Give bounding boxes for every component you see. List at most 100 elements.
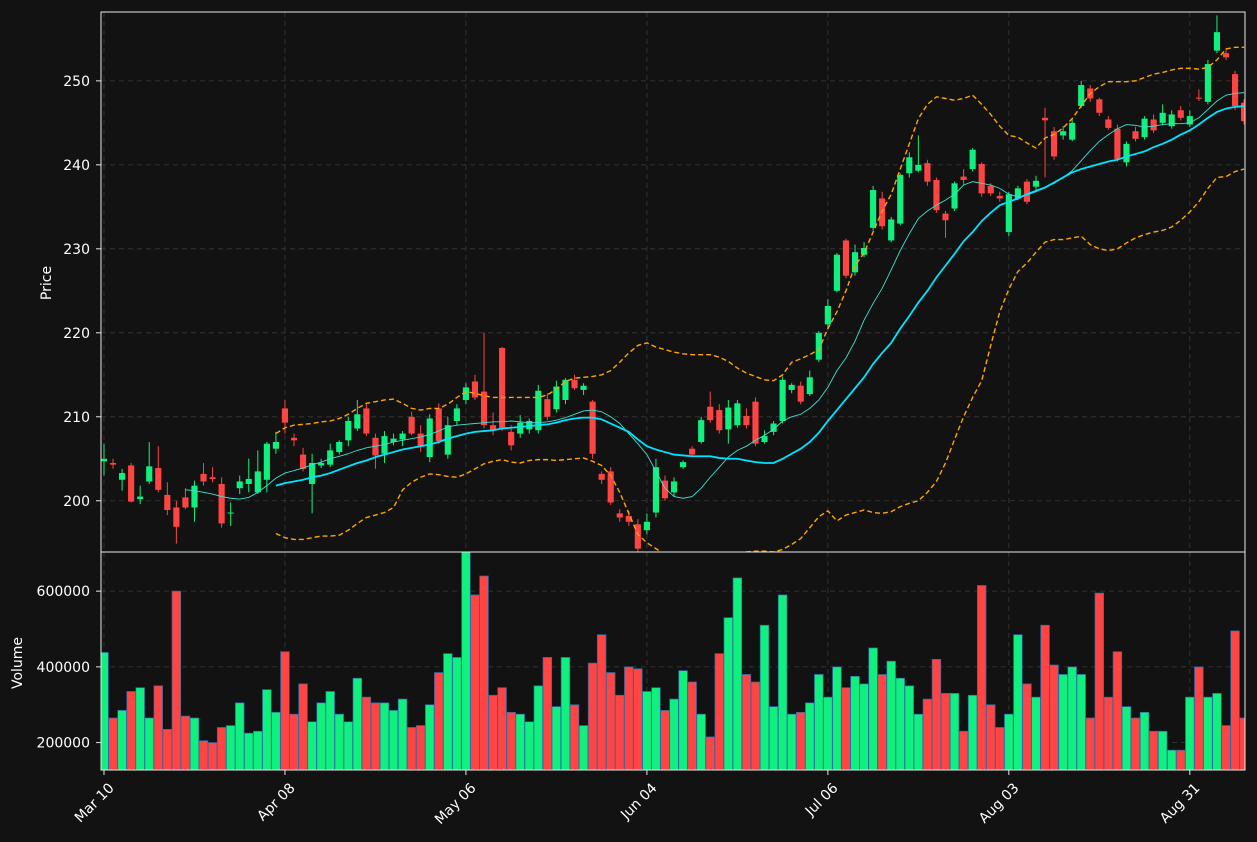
- volume-plot: [101, 552, 1245, 770]
- candle-body: [1078, 85, 1085, 107]
- candle-body: [236, 481, 243, 489]
- volume-bar: [850, 675, 860, 770]
- volume-frame: [100, 551, 1246, 771]
- candle-body: [318, 462, 325, 466]
- volume-bar: [434, 672, 444, 770]
- candle-body: [960, 176, 967, 180]
- volume-bar: [126, 691, 136, 770]
- volume-bar: [189, 717, 200, 770]
- volume-bar: [1167, 749, 1177, 770]
- volume-bar: [334, 713, 344, 770]
- volume-bar: [524, 721, 534, 770]
- volume-bar: [298, 683, 308, 770]
- indicator-line: [275, 46, 1245, 435]
- volume-bar: [1004, 713, 1014, 770]
- indicator-line: [275, 168, 1245, 552]
- candle-body: [942, 213, 949, 221]
- candle-body: [101, 458, 108, 462]
- candle-body: [417, 433, 424, 447]
- volume-bar: [397, 698, 408, 770]
- candle-body: [408, 416, 415, 434]
- candle-body: [209, 477, 216, 479]
- candle-body: [616, 513, 623, 518]
- candle-body: [1150, 119, 1157, 131]
- candle-body: [200, 473, 207, 482]
- volume-bar: [1103, 696, 1114, 770]
- candle-body: [164, 494, 171, 511]
- candle-body: [1032, 180, 1040, 187]
- volume-bar: [144, 717, 154, 770]
- volume-bar: [805, 702, 815, 770]
- y-tick-label: 250: [63, 74, 90, 90]
- volume-bar: [1203, 696, 1213, 770]
- candle-body: [263, 443, 270, 480]
- volume-bar: [425, 704, 435, 770]
- volume-bar: [542, 657, 553, 770]
- volume-bar: [470, 594, 480, 770]
- volume-bar: [587, 662, 598, 770]
- candle-body: [951, 183, 958, 209]
- volume-bar: [696, 713, 706, 770]
- volume-bar: [705, 736, 715, 770]
- volume-bar: [180, 715, 191, 770]
- candle-body: [598, 473, 605, 480]
- volume-bar: [904, 685, 914, 770]
- candle-body: [1195, 97, 1202, 99]
- candle-body: [725, 407, 732, 430]
- volume-bar: [687, 681, 697, 770]
- candle-body: [1132, 131, 1139, 139]
- volume-bar: [388, 710, 399, 770]
- volume-bar: [370, 702, 381, 770]
- volume-bar: [814, 674, 824, 770]
- candle-body: [815, 332, 822, 360]
- candle-body: [281, 408, 289, 423]
- volume-bar: [479, 575, 489, 770]
- volume-bar: [551, 706, 562, 770]
- candle-body: [544, 399, 551, 417]
- grid: [101, 12, 1245, 770]
- volume-bar: [1067, 666, 1077, 770]
- volume-bar: [506, 711, 516, 770]
- candle-body: [182, 497, 189, 508]
- volume-bar: [651, 687, 661, 770]
- volume-bar: [642, 691, 652, 770]
- candle-body: [128, 465, 135, 502]
- indicator-line: [275, 105, 1245, 487]
- candle-body: [788, 384, 795, 390]
- candle-body: [562, 379, 569, 400]
- candle-body: [969, 149, 976, 170]
- candle-body: [227, 512, 234, 514]
- volume-bar: [615, 694, 625, 770]
- y-tick-label: 230: [63, 242, 90, 258]
- candle-body: [978, 164, 985, 194]
- volume-bar: [895, 677, 905, 770]
- candle-body: [191, 485, 198, 508]
- candle-body: [1005, 194, 1012, 233]
- candle-body: [734, 403, 741, 426]
- candle-body: [399, 433, 406, 440]
- volume-bar: [271, 711, 281, 770]
- candle-body: [987, 185, 994, 194]
- volume-bar: [1049, 664, 1059, 770]
- candle-body: [779, 379, 786, 421]
- candle-body: [1023, 181, 1031, 202]
- candle-body: [327, 450, 334, 465]
- volume-bar: [325, 691, 335, 770]
- volume-bar: [976, 585, 987, 770]
- candle-body: [345, 420, 352, 441]
- volume-bar: [995, 727, 1005, 770]
- candle-body: [770, 423, 777, 432]
- y-tick-label: 200: [63, 494, 90, 510]
- volume-bar: [931, 658, 942, 770]
- candle-body: [607, 471, 614, 503]
- candle-body: [689, 448, 696, 455]
- volume-bar: [1239, 717, 1245, 770]
- volume-bar: [343, 721, 353, 770]
- volume-bar: [1121, 706, 1132, 770]
- volume-bar: [443, 653, 453, 770]
- candle-body: [589, 401, 596, 454]
- volume-bar: [1212, 693, 1222, 770]
- volume-bar: [913, 713, 924, 770]
- volume-bar: [1130, 717, 1141, 770]
